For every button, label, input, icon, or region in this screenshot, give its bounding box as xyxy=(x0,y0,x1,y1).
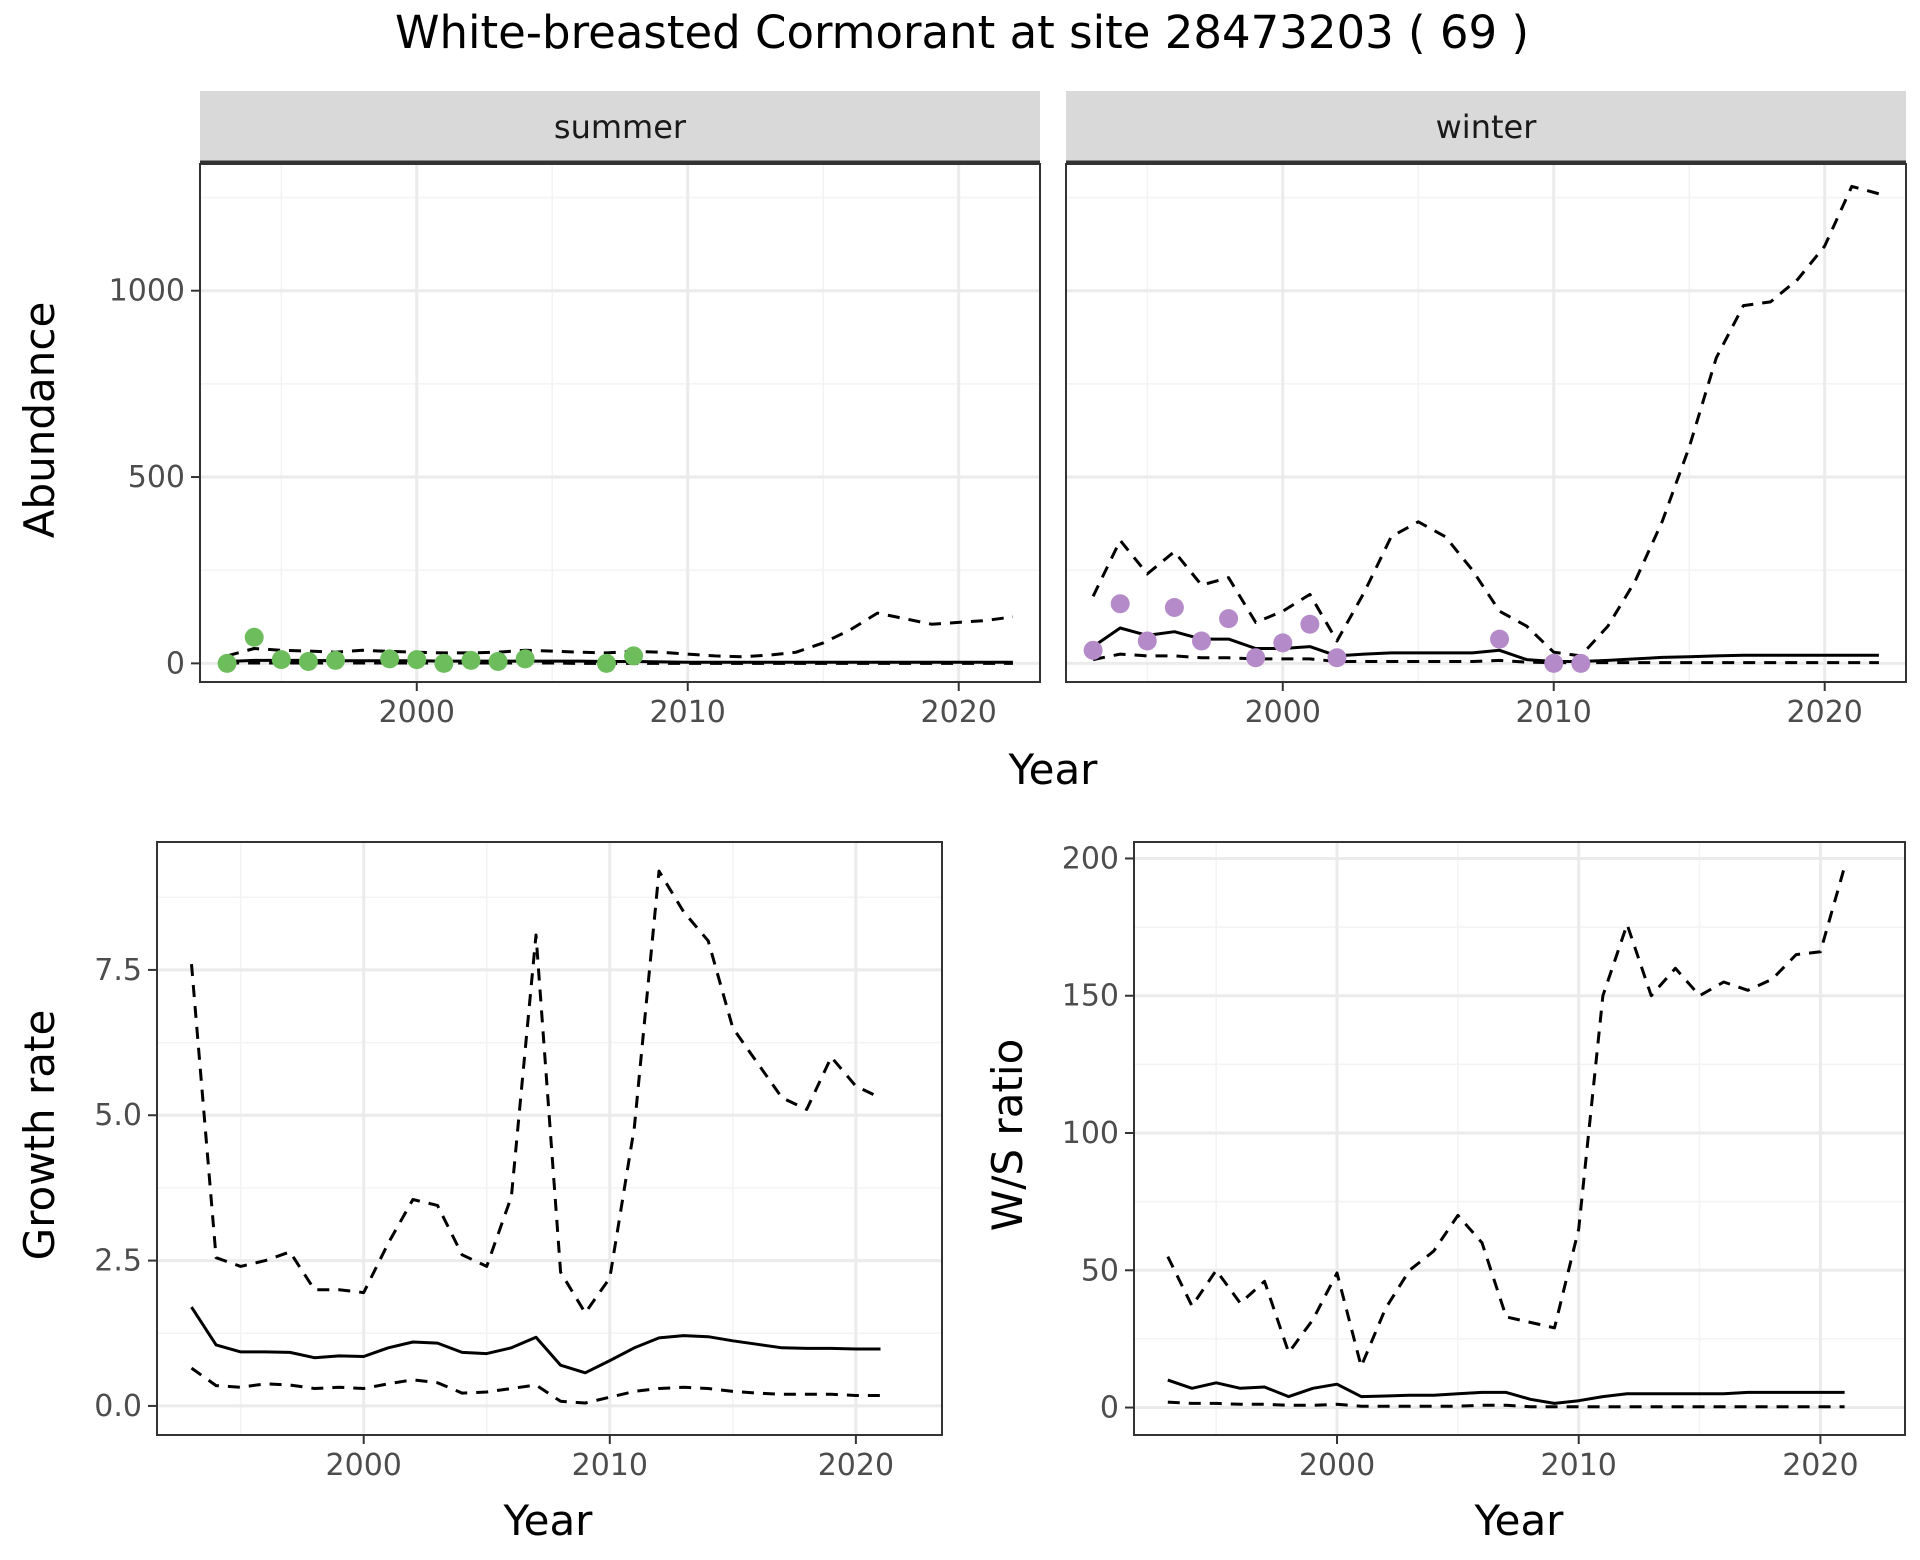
summer-panel: summer 2000 2010 2020 0 500 1000 xyxy=(109,91,1041,730)
ws-ratio-y-axis-title: W/S ratio xyxy=(983,1039,1032,1232)
summer-point-1996 xyxy=(298,652,318,672)
growth-x-tick-label: 2000 xyxy=(326,1448,402,1483)
ratio-panel-border xyxy=(1133,841,1906,1436)
ratio-y-tick-label: 100 xyxy=(1062,1116,1119,1151)
winter-point-1993 xyxy=(1083,640,1103,660)
summer-x-tick-label: 2010 xyxy=(650,695,726,730)
summer-x-tick-label: 2020 xyxy=(921,695,997,730)
ws-ratio-x-axis-title: Year xyxy=(1474,1496,1565,1545)
summer-point-2000 xyxy=(407,650,427,670)
growth-rate-x-axis-title: Year xyxy=(503,1496,594,1545)
growth-rate-plot-area: 2000 2010 2020 0.0 2.5 5.0 7.5 xyxy=(94,841,943,1483)
ratio-y-tick-label: 200 xyxy=(1062,841,1119,876)
winter-series-estimate-0 xyxy=(1092,626,1879,663)
summer-series-bound-1 xyxy=(226,611,1014,659)
winter-point-2000 xyxy=(1273,633,1293,653)
growth-series-estimate-0 xyxy=(190,1306,881,1375)
summer-y-tick-label: 500 xyxy=(128,460,185,495)
summer-point-2002 xyxy=(461,650,481,670)
growth-series-bound-1 xyxy=(190,869,882,1315)
winter-series-bound-2 xyxy=(1092,652,1879,665)
ratio-series-estimate-0 xyxy=(1167,1378,1845,1405)
winter-point-1995 xyxy=(1137,631,1157,651)
winter-x-tick-label: 2010 xyxy=(1516,695,1592,730)
winter-panel: winter 2000 2010 2020 xyxy=(1065,91,1907,730)
ratio-x-tick-label: 2020 xyxy=(1782,1448,1858,1483)
ratio-series-bound-1 xyxy=(1166,866,1847,1368)
summer-point-1997 xyxy=(325,650,345,670)
summer-y-tick-label: 1000 xyxy=(109,274,185,309)
summer-point-1993 xyxy=(217,653,237,673)
summer-x-tick-label: 2000 xyxy=(379,695,455,730)
summer-point-2003 xyxy=(488,652,508,672)
winter-strip xyxy=(1066,91,1906,162)
winter-point-2002 xyxy=(1327,648,1347,668)
summer-point-2008 xyxy=(624,646,644,666)
ratio-y-tick-label: 50 xyxy=(1081,1253,1119,1288)
growth-x-tick-label: 2020 xyxy=(818,1448,894,1483)
winter-point-1999 xyxy=(1246,648,1266,668)
winter-point-1998 xyxy=(1219,609,1239,629)
growth-panel-border xyxy=(156,841,943,1436)
summer-y-tick-label: 0 xyxy=(166,646,185,681)
winter-point-1997 xyxy=(1191,631,1211,651)
summer-plot-area: 2000 2010 2020 0 500 1000 xyxy=(109,163,1041,730)
summer-point-2007 xyxy=(596,653,616,673)
growth-rate-y-axis-title: Growth rate xyxy=(15,1010,64,1261)
ws-ratio-plot-area: 2000 2010 2020 0 50 100 150 200 xyxy=(1062,841,1906,1483)
growth-series-bound-2 xyxy=(190,1366,881,1405)
summer-point-2001 xyxy=(434,653,454,673)
winter-series-bound-1 xyxy=(1091,184,1880,658)
growth-x-tick-label: 2010 xyxy=(572,1448,648,1483)
winter-point-2011 xyxy=(1571,653,1591,673)
abundance-y-axis-title: Abundance xyxy=(15,302,64,539)
winter-panel-border xyxy=(1065,163,1907,683)
summer-point-1999 xyxy=(380,649,400,669)
winter-x-tick-label: 2000 xyxy=(1245,695,1321,730)
ratio-y-tick-label: 150 xyxy=(1062,979,1119,1014)
winter-point-2008 xyxy=(1490,629,1510,649)
summer-point-1994 xyxy=(244,627,264,647)
growth-y-tick-label: 2.5 xyxy=(94,1244,142,1279)
summer-point-2004 xyxy=(515,649,535,669)
winter-point-1996 xyxy=(1164,597,1184,617)
top-x-axis-title: Year xyxy=(1008,745,1099,794)
ratio-x-tick-label: 2010 xyxy=(1541,1448,1617,1483)
growth-y-tick-label: 0.0 xyxy=(94,1389,142,1424)
summer-strip-label: summer xyxy=(554,108,687,146)
winter-x-tick-label: 2020 xyxy=(1787,695,1863,730)
winter-strip-label: winter xyxy=(1436,108,1538,146)
growth-y-tick-label: 7.5 xyxy=(94,953,142,988)
summer-strip xyxy=(200,91,1040,162)
ratio-series-bound-2 xyxy=(1167,1400,1845,1409)
summer-point-1995 xyxy=(271,650,291,670)
growth-y-tick-label: 5.0 xyxy=(94,1098,142,1133)
winter-point-1994 xyxy=(1110,594,1130,614)
summer-panel-border xyxy=(199,163,1041,683)
winter-plot-area: 2000 2010 2020 xyxy=(1065,163,1907,730)
ratio-y-tick-label: 0 xyxy=(1100,1391,1119,1426)
chart-title: White-breasted Cormorant at site 2847320… xyxy=(395,6,1529,59)
winter-point-2001 xyxy=(1300,614,1320,634)
ratio-x-tick-label: 2000 xyxy=(1299,1448,1375,1483)
winter-point-2010 xyxy=(1544,653,1564,673)
